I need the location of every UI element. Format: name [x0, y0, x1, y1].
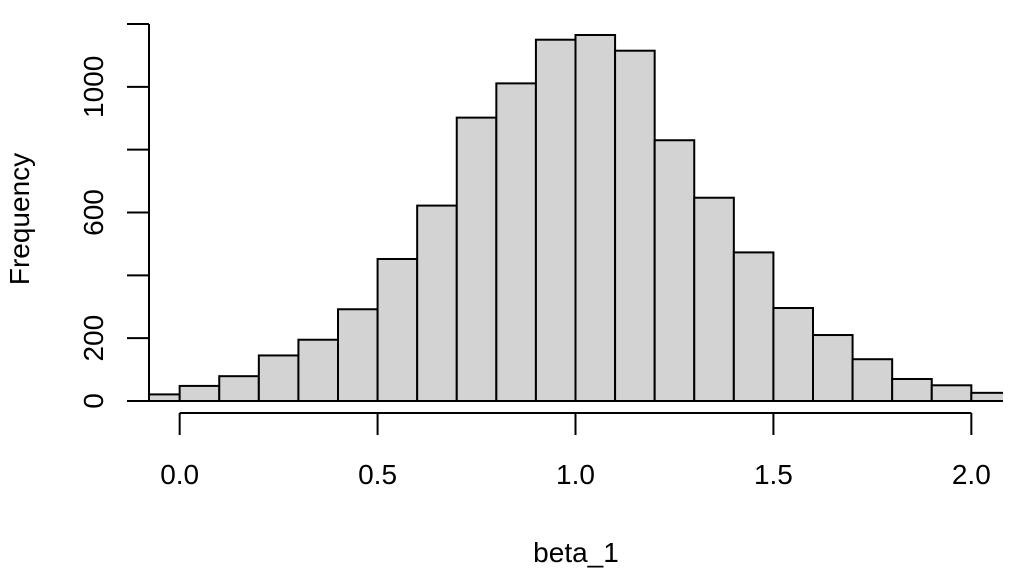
x-tick-label: 0.0 [160, 459, 199, 490]
histogram-bar [495, 82, 537, 402]
y-axis-title: Frequency [4, 153, 35, 285]
histogram-bar [297, 338, 339, 402]
histogram-bar [257, 354, 300, 402]
y-tick-label: 1000 [78, 56, 109, 118]
histogram-bar [930, 384, 973, 402]
histogram-bar [891, 378, 933, 402]
histogram-bar [574, 33, 617, 403]
y-tick-label: 600 [78, 189, 109, 236]
histogram-bar [812, 334, 854, 402]
x-axis-title: beta_1 [533, 537, 619, 568]
histogram-bar [772, 307, 815, 402]
histogram-bar [178, 384, 221, 403]
histogram-bar [534, 38, 577, 402]
histogram-bar [218, 375, 260, 403]
histogram-bar [851, 358, 894, 402]
y-axis: 0 200 600 1000 [78, 23, 150, 409]
histogram-bar [337, 308, 379, 402]
x-tick-label: 2.0 [952, 459, 991, 490]
histogram-bar [653, 139, 696, 402]
x-tick-label: 0.5 [358, 459, 397, 490]
histogram-bar [732, 251, 775, 402]
histogram-bar [693, 196, 735, 402]
histogram-bar [376, 257, 419, 402]
histogram-bar [970, 391, 1003, 402]
y-tick-label: 0 [78, 393, 109, 409]
x-axis: 0.0 0.5 1.0 1.5 2.0 [160, 412, 991, 490]
bars-group [148, 33, 1003, 403]
histogram-bar [455, 116, 498, 402]
histogram-bar [614, 49, 656, 403]
x-tick-label: 1.5 [754, 459, 793, 490]
y-tick-label: 200 [78, 315, 109, 362]
histogram-bar [416, 204, 458, 402]
x-tick-label: 1.0 [556, 459, 595, 490]
